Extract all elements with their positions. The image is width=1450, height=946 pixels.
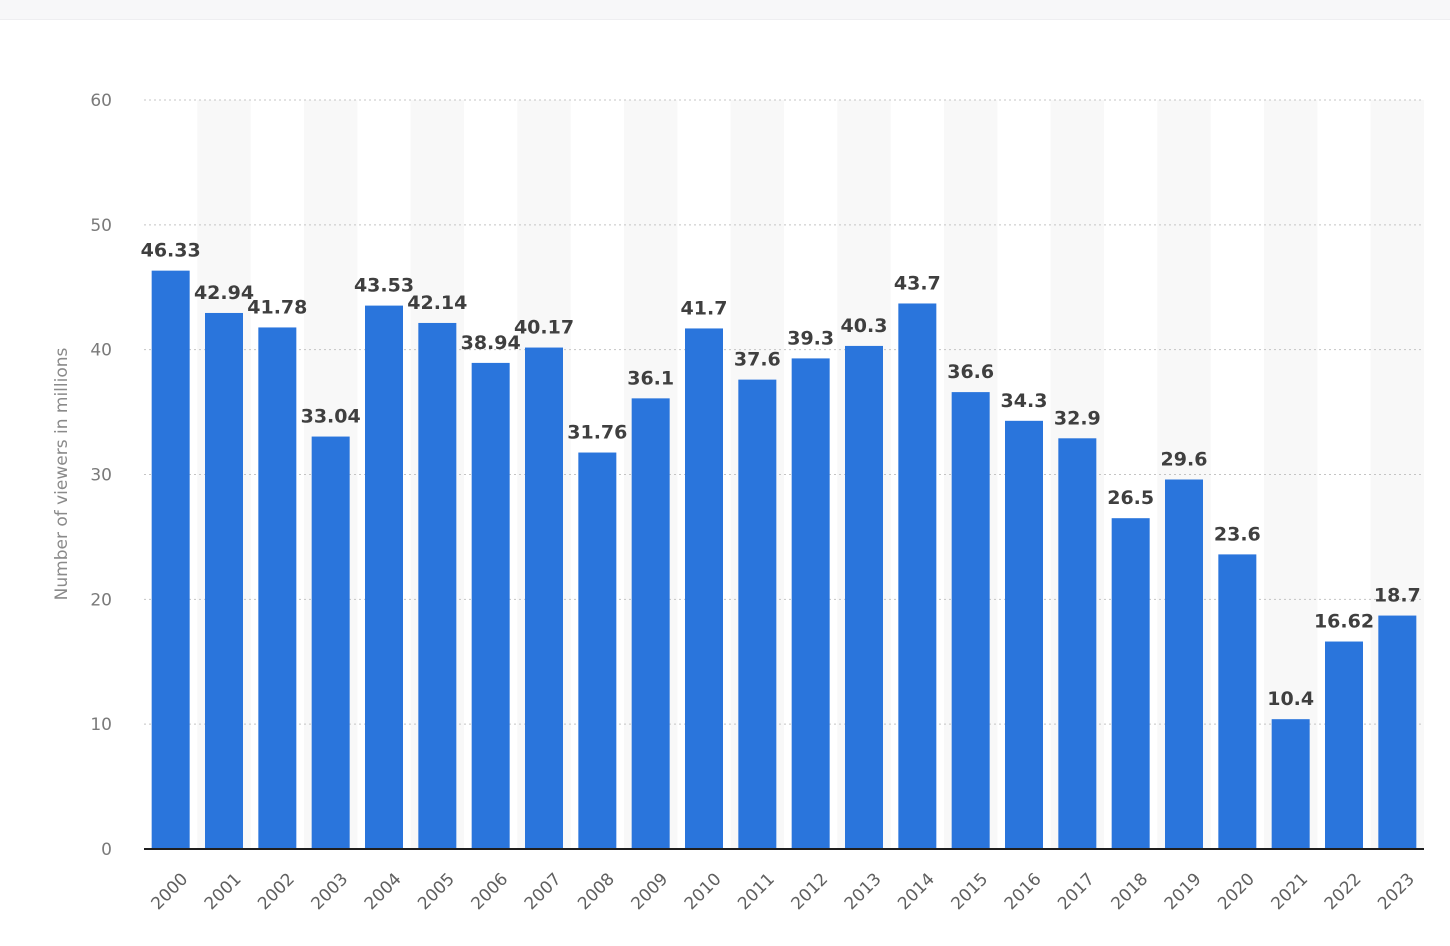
x-tick-label: 2014 [894,869,939,914]
bar[interactable] [1325,641,1363,849]
data-label: 42.94 [194,282,254,304]
bar[interactable] [631,398,670,849]
data-label: 26.5 [1107,487,1154,509]
bar[interactable] [791,358,830,849]
data-label: 10.4 [1267,688,1314,710]
bar[interactable] [525,347,563,849]
data-label: 37.6 [734,349,781,371]
bar[interactable] [205,312,243,849]
bar[interactable] [738,379,777,849]
x-tick-label: 2018 [1107,869,1152,914]
x-tick-label: 2006 [467,869,512,914]
bar[interactable] [1058,438,1097,849]
x-tick-label: 2011 [734,869,779,914]
y-axis-label: Number of viewers in millions [52,347,72,600]
data-label: 18.7 [1374,585,1421,607]
bar[interactable] [898,303,937,849]
data-label: 31.76 [567,422,627,444]
data-label: 38.94 [461,332,521,354]
bar[interactable] [1165,479,1203,849]
x-tick-label: 2019 [1161,869,1206,914]
y-tick-label: 10 [90,715,112,735]
data-label: 29.6 [1161,448,1208,470]
x-tick-label: 2012 [787,869,832,914]
x-tick-label: 2017 [1054,869,1099,914]
data-label: 39.3 [787,327,834,349]
top-strip [0,0,1450,20]
x-tick-label: 2020 [1214,869,1259,914]
bar[interactable] [951,392,990,849]
x-tick-label: 2001 [201,869,246,914]
bars [151,270,1417,850]
bar[interactable] [258,327,297,850]
data-label: 16.62 [1314,611,1374,633]
y-tick-label: 20 [90,590,112,610]
x-tick-label: 2002 [254,869,299,914]
data-label: 33.04 [301,406,361,428]
x-tick-label: 2005 [414,869,459,914]
bar[interactable] [471,362,510,849]
x-tick-label: 2004 [361,869,406,914]
data-label: 32.9 [1054,407,1101,429]
data-label: 40.3 [841,315,888,337]
y-tick-label: 0 [101,840,112,860]
y-tick-label: 60 [90,91,112,111]
x-tick-label: 2008 [574,869,619,914]
data-label: 43.53 [354,275,414,297]
data-label: 23.6 [1214,523,1261,545]
x-tick-label: 2009 [627,869,672,914]
bar[interactable] [365,305,403,850]
x-tick-label: 2023 [1374,869,1419,914]
bar[interactable] [1111,518,1150,849]
bar[interactable] [1271,719,1310,849]
x-tick-label: 2007 [521,869,566,914]
data-label: 36.1 [627,367,674,389]
bar[interactable] [151,270,190,849]
x-tick-label: 2022 [1321,869,1366,914]
data-label: 40.17 [514,317,574,339]
x-tick-label: 2021 [1267,869,1312,914]
data-label: 42.14 [407,292,467,314]
data-label: 41.78 [247,296,307,318]
bar[interactable] [685,328,723,849]
x-tick-label: 2016 [1001,869,1046,914]
data-label: 43.7 [894,272,941,294]
bar[interactable] [578,452,617,849]
data-label: 41.7 [681,297,728,319]
data-label: 46.33 [141,240,201,262]
x-tick-label: 2013 [841,869,886,914]
bar[interactable] [1005,420,1043,849]
data-label: 36.6 [947,361,994,383]
bar[interactable] [845,345,883,849]
bar[interactable] [418,322,457,849]
bar[interactable] [311,436,350,849]
gridlines [144,99,1424,725]
x-tick-label: 2010 [681,869,726,914]
x-tick-label: 2003 [307,869,352,914]
x-tick-label: 2000 [147,869,192,914]
bar[interactable] [1218,554,1257,849]
y-tick-label: 50 [90,216,112,236]
data-label: 34.3 [1001,390,1048,412]
y-axis-ticks: 0 10 20 30 40 50 60 [90,91,112,860]
bar[interactable] [1378,615,1417,849]
x-axis-ticks: 2000 2001 2002 2003 2004 2005 2006 2007 2008 2009… [147,869,1418,914]
y-tick-label: 40 [90,341,112,361]
y-tick-label: 30 [90,466,112,486]
x-tick-label: 2015 [947,869,992,914]
